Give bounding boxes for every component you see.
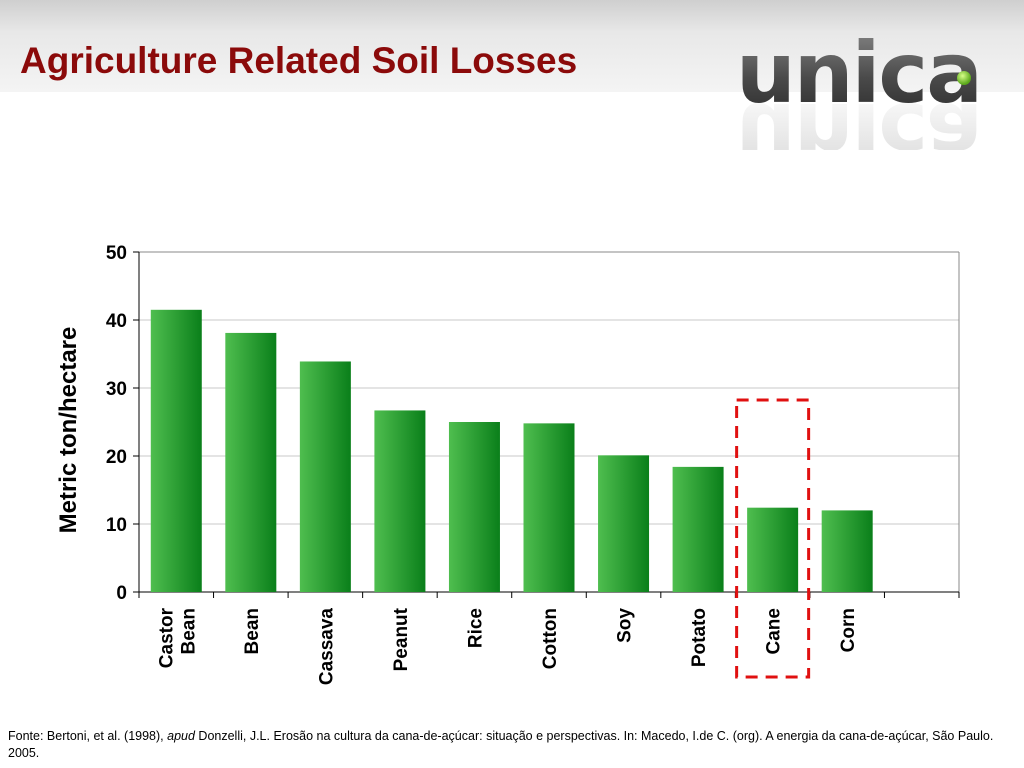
y-tick-label-0: 0 (116, 583, 127, 604)
logo-reflection: unica (736, 84, 983, 150)
footnote-rest: Donzelli, J.L. Erosão na cultura da cana… (8, 729, 994, 760)
footnote-italic: apud (167, 729, 195, 743)
unica-logo: unica unica (736, 30, 983, 150)
bar-cane (747, 507, 799, 592)
bar-cassava (299, 361, 351, 592)
bar-castor-bean (150, 309, 202, 592)
bar-potato (672, 466, 724, 592)
x-category-label-cotton: Cotton (540, 608, 561, 669)
y-tick-label-40: 40 (106, 311, 127, 332)
bar-corn (821, 510, 873, 592)
bar-rice (448, 422, 500, 592)
x-category-label-rice: Rice (465, 608, 486, 648)
bar-bean (225, 332, 277, 592)
x-category-label-castor: Castor (156, 607, 177, 668)
bar-cotton (523, 423, 575, 592)
logo-wordmark: unica (736, 30, 981, 122)
x-category-label-corn: Corn (838, 608, 859, 652)
y-tick-label-10: 10 (106, 515, 127, 536)
x-category-label-bean: Bean (242, 608, 263, 654)
y-axis-title: Metric ton/hectare (55, 327, 82, 534)
cane-highlight-box (735, 398, 811, 679)
y-tick-label-30: 30 (106, 379, 127, 400)
footnote-prefix: Fonte: Bertoni, et al. (1998), (8, 729, 168, 743)
x-category-label-cane: Cane (764, 608, 785, 654)
x-category-label-cassava: Cassava (316, 608, 337, 686)
logo-green-dot (957, 71, 971, 85)
logo-wordmark-reflection: unica (736, 84, 981, 150)
y-tick-label-20: 20 (106, 447, 127, 468)
bar-soy (598, 455, 650, 592)
slide-title: Agriculture Related Soil Losses (20, 40, 578, 81)
x-category-label-soy: Soy (615, 608, 636, 643)
bar-peanut (374, 410, 426, 592)
source-footnote: Fonte: Bertoni, et al. (1998), apud Donz… (8, 728, 1008, 762)
x-category-label-potato: Potato (689, 608, 710, 667)
x-category-label-bean: Bean (178, 608, 199, 654)
header-band (0, 0, 1024, 92)
x-category-label-peanut: Peanut (391, 607, 412, 671)
y-tick-label-50: 50 (106, 243, 127, 264)
